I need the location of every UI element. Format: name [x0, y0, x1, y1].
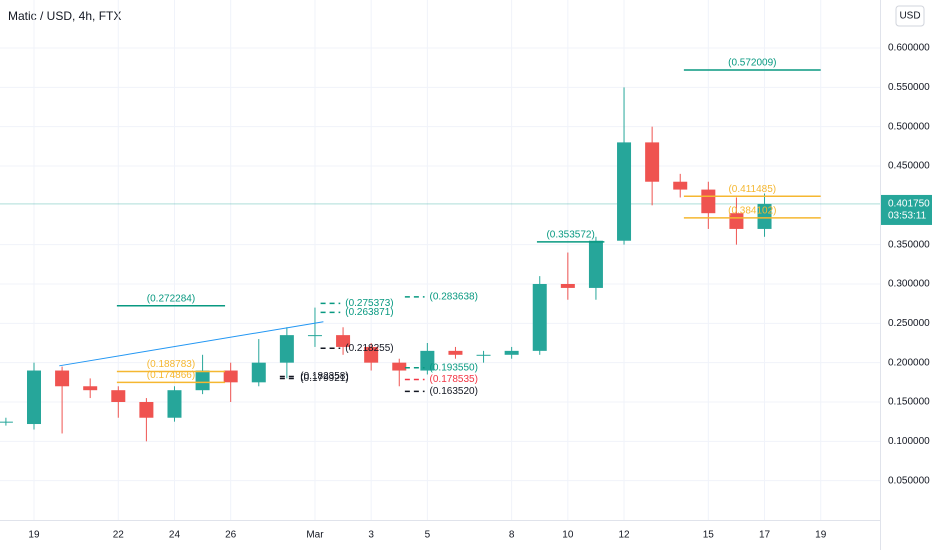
- last-price-tag: [881, 194, 932, 225]
- candle-body: [673, 181, 688, 190]
- candle-body: [55, 370, 70, 387]
- candle-body: [588, 240, 603, 288]
- y-tick-label: 0.050000: [888, 475, 930, 486]
- level-label: (0.353572): [546, 229, 594, 240]
- x-tick-label: 15: [703, 530, 715, 541]
- y-tick-label: 0.500000: [888, 121, 930, 132]
- level-label: (0.188783): [147, 359, 195, 370]
- candle-body: [532, 283, 547, 351]
- candle-body: [336, 335, 351, 347]
- x-tick-label: 3: [368, 530, 374, 541]
- candle-body: [26, 370, 41, 425]
- currency-button[interactable]: [895, 5, 925, 27]
- candle-body: [364, 346, 379, 363]
- candle-body: [307, 335, 322, 337]
- level-label: (0.174866): [147, 370, 195, 381]
- y-tick-label: 0.600000: [888, 43, 930, 54]
- level-label: (0.163520): [430, 386, 478, 397]
- currency-label[interactable]: USD: [899, 11, 920, 22]
- candle-body: [111, 390, 126, 402]
- last-price-label: 0.401750: [888, 199, 930, 210]
- candle-body: [560, 283, 575, 288]
- y-tick-label: 0.150000: [888, 397, 930, 408]
- level-label: (0.218255): [345, 343, 393, 354]
- level-label: (0.272284): [147, 293, 195, 304]
- level-label: (0.179921): [300, 373, 348, 384]
- x-tick-label: 5: [425, 530, 431, 541]
- y-tick-label: 0.300000: [888, 279, 930, 290]
- x-tick-label: 10: [562, 530, 574, 541]
- level-label: (0.182358): [300, 371, 348, 382]
- x-tick-label: 12: [618, 530, 630, 541]
- candle-body: [392, 362, 407, 371]
- x-tick-label: 22: [113, 530, 125, 541]
- candle-body: [0, 421, 13, 423]
- countdown-label: 03:53:11: [888, 211, 927, 222]
- y-tick-label: 0.550000: [888, 82, 930, 93]
- x-tick-label: 24: [169, 530, 181, 541]
- candle-body: [701, 189, 716, 214]
- level-label: (0.572009): [728, 58, 776, 69]
- candle-body: [167, 390, 182, 418]
- chart-title: Matic / USD, 4h, FTX: [8, 9, 121, 23]
- candle-body: [223, 370, 238, 383]
- x-tick-label: 19: [815, 530, 827, 541]
- candle-body: [504, 350, 519, 355]
- y-tick-label: 0.100000: [888, 436, 930, 447]
- candle-body: [251, 362, 266, 383]
- candle-body: [645, 142, 660, 182]
- y-tick-label: 0.250000: [888, 318, 930, 329]
- candle-body: [195, 370, 210, 391]
- level-label: (0.384102): [728, 205, 776, 216]
- x-tick-label: 17: [759, 530, 771, 541]
- candle-body: [617, 142, 632, 241]
- level-label: (0.178535): [430, 374, 478, 385]
- trendline: [59, 321, 324, 367]
- candle-body: [757, 203, 772, 229]
- level-label: (0.263871): [345, 307, 393, 318]
- level-label: (0.193550): [430, 362, 478, 373]
- candle-body: [448, 350, 463, 355]
- x-tick-label: 26: [225, 530, 237, 541]
- y-tick-label: 0.200000: [888, 357, 930, 368]
- candle-body: [279, 335, 294, 363]
- x-tick-label: Mar: [306, 530, 324, 541]
- level-label: (0.275373): [345, 298, 393, 309]
- level-label: (0.411485): [728, 184, 776, 195]
- x-tick-label: 8: [509, 530, 515, 541]
- candle-body: [83, 386, 98, 391]
- candle-body: [476, 354, 491, 356]
- level-label: (0.283638): [430, 292, 478, 303]
- x-tick-label: 19: [28, 530, 40, 541]
- candle-body: [139, 401, 154, 418]
- candle-body: [420, 350, 435, 371]
- y-tick-label: 0.450000: [888, 161, 930, 172]
- y-tick-label: 0.350000: [888, 239, 930, 250]
